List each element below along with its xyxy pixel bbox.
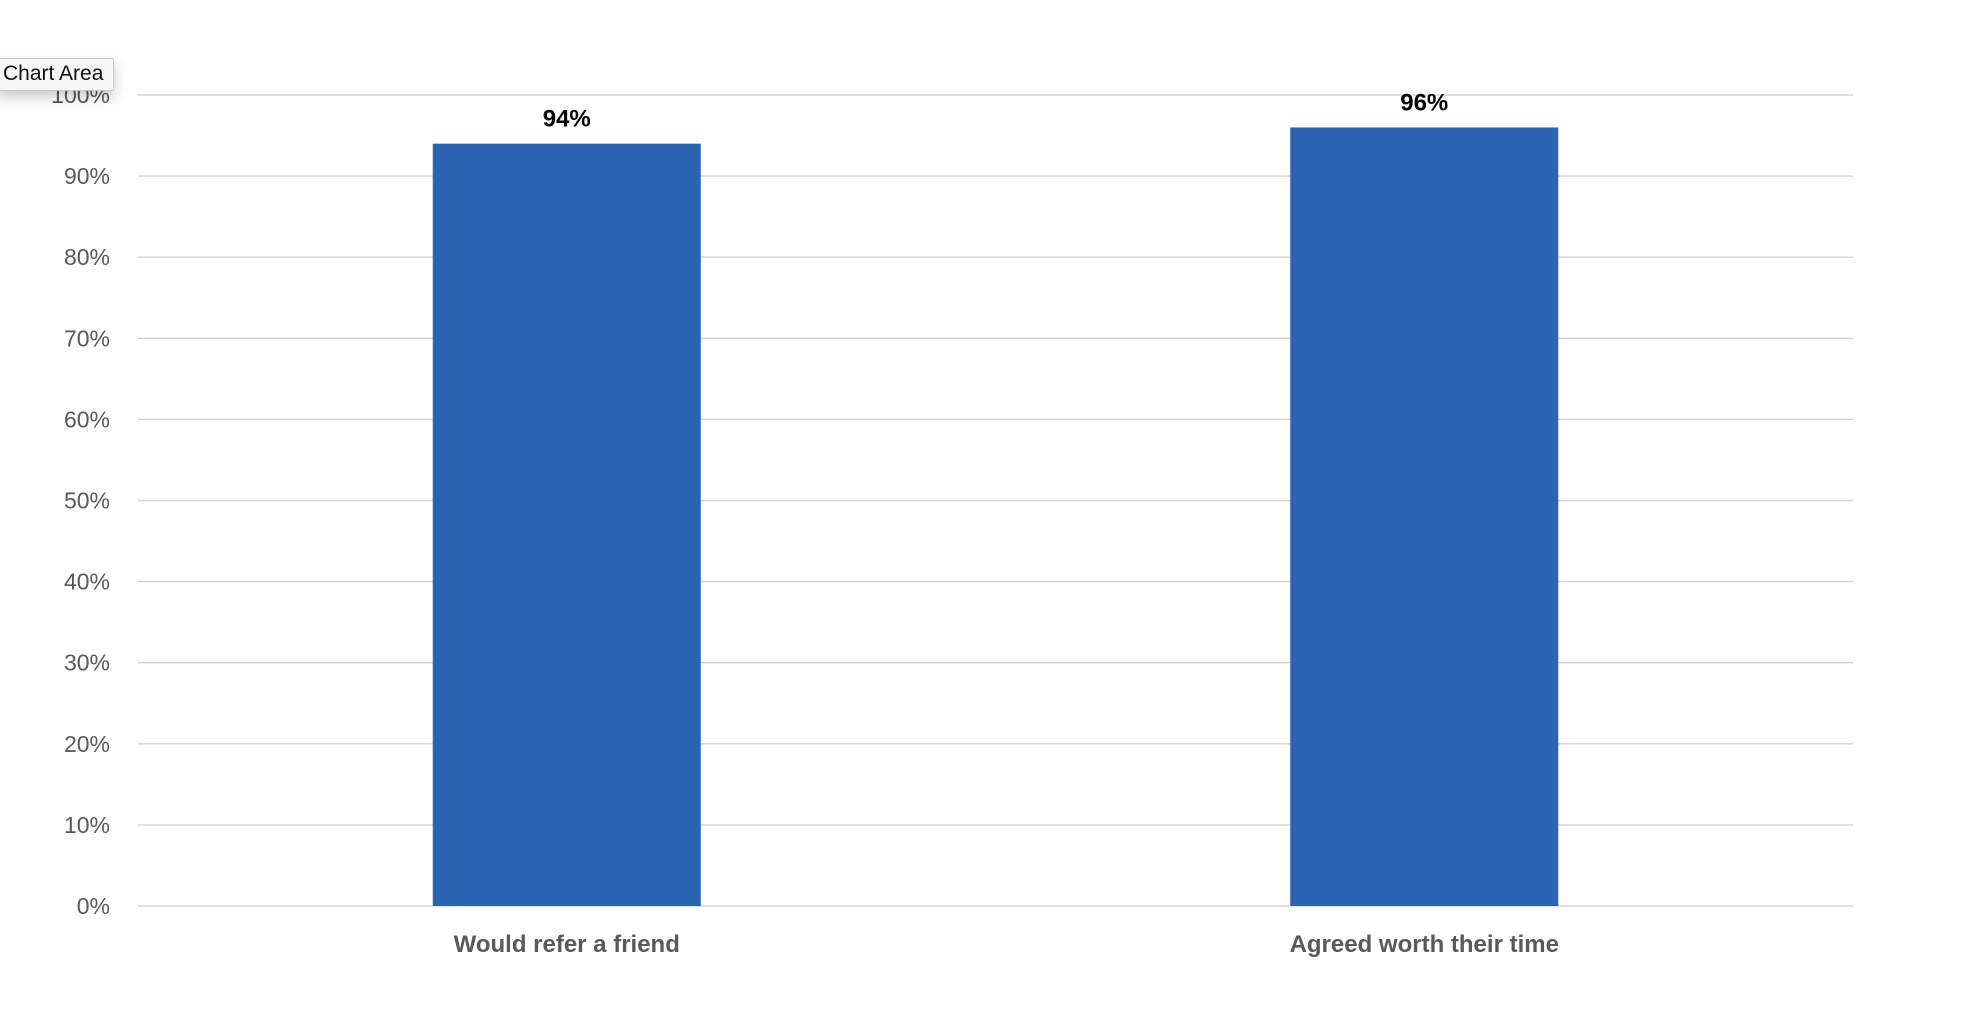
y-tick-label: 30% — [64, 650, 110, 676]
category-label: Would refer a friend — [454, 931, 680, 958]
y-tick-label: 80% — [64, 244, 110, 270]
y-tick-label: 0% — [77, 893, 110, 919]
y-tick-label: 90% — [64, 163, 110, 189]
data-label: 96% — [1400, 89, 1448, 116]
y-axis-tick-labels: 0%10%20%30%40%50%60%70%80%90%100% — [51, 82, 110, 919]
bar[interactable] — [432, 143, 701, 906]
x-axis-category-labels: Would refer a friend Agreed worth their t… — [454, 931, 1559, 958]
y-tick-label: 70% — [64, 325, 110, 351]
data-label: 94% — [543, 106, 591, 133]
y-tick-label: 20% — [64, 731, 110, 757]
chart-area-tooltip: Chart Area — [0, 58, 115, 91]
category-label: Agreed worth their time — [1290, 931, 1559, 958]
bars — [432, 127, 1559, 906]
y-tick-label: 40% — [64, 569, 110, 595]
data-labels: 94% 96% — [543, 89, 1449, 132]
y-tick-label: 10% — [64, 812, 110, 838]
gridlines — [138, 94, 1853, 907]
bar[interactable] — [1290, 127, 1559, 906]
y-tick-label: 60% — [64, 406, 110, 432]
y-tick-label: 50% — [64, 488, 110, 514]
